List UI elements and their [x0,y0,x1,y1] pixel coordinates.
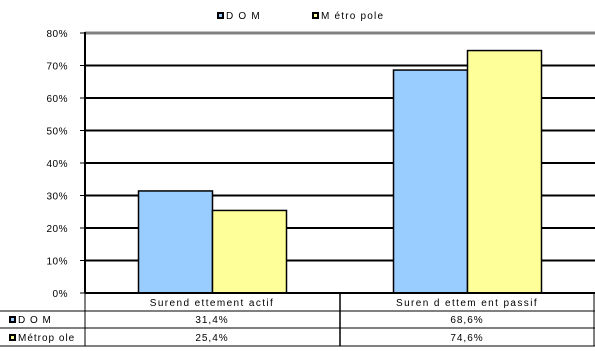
y-axis-ticks: 0% 10% 20% 30% 40% 50% 60% 70% 80% [46,29,85,300]
table-cell-dom-actif: 31,4% [195,315,228,326]
y-tick-label: 0% [53,289,68,300]
data-table: Surend ettement actif Suren d ettem ent … [0,293,595,347]
y-tick-label: 30% [46,192,68,203]
legend: D O M M étro pole [217,11,384,22]
bars [137,49,543,294]
table-row-label-metropole: Métrop ole [18,333,75,344]
y-tick-label: 20% [46,224,68,235]
bar-dom-1 [392,69,469,294]
table-cell-metropole-actif: 25,4% [195,333,228,344]
y-tick-label: 80% [46,29,68,40]
category-label-passif: Suren d ettem ent passif [396,298,538,309]
y-tick-label: 50% [46,127,68,138]
category-label-actif: Surend ettement actif [150,298,274,309]
y-tick-label: 40% [46,159,68,170]
y-tick-label: 70% [46,62,68,73]
legend-label-metropole: M étro pole [321,11,384,22]
y-tick-label: 10% [46,257,68,268]
bar-metropole-1 [466,49,543,294]
bar-dom-0 [137,190,214,294]
y-tick-label: 60% [46,94,68,105]
table-cell-metropole-passif: 74,6% [450,333,483,344]
table-cell-dom-passif: 68,6% [450,315,483,326]
legend-label-dom: D O M [226,11,261,22]
bar-metropole-0 [211,209,288,294]
table-row-label-dom: D O M [18,315,52,326]
